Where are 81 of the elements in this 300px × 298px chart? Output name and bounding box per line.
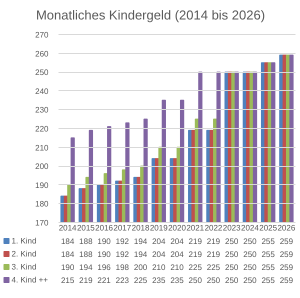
data-label: 225	[134, 276, 148, 285]
chart-title: Monatliches Kindergeld (2014 bis 2026)	[36, 8, 266, 22]
y-tick-label: 220	[35, 124, 50, 134]
legend-label: 1. Kind	[12, 236, 36, 246]
data-label: 192	[116, 250, 130, 259]
data-label: 250	[206, 276, 221, 285]
data-label: 250	[243, 276, 258, 285]
data-label: 190	[97, 250, 112, 259]
data-label: 198	[116, 263, 130, 272]
y-tick-label: 210	[35, 143, 50, 152]
data-label: 225	[188, 263, 202, 272]
y-tick-label: 240	[35, 86, 50, 96]
x-tick-label: 2023	[222, 224, 242, 232]
y-tick-label: 250	[35, 68, 50, 78]
x-tick-label: 2021	[186, 224, 205, 232]
data-label: 219	[79, 276, 94, 285]
x-tick-label: 2016	[95, 224, 114, 232]
x-tick-label: 2015	[76, 224, 96, 232]
data-label: 250	[225, 250, 239, 259]
y-tick-label: 270	[35, 30, 50, 40]
data-label: 250	[225, 276, 239, 285]
y-tick-label: 190	[35, 180, 50, 190]
data-label: 250	[243, 237, 258, 246]
data-label: 194	[134, 237, 148, 246]
y-tick-label: 180	[35, 200, 50, 209]
data-label: 250	[243, 250, 258, 259]
data-label: 235	[170, 276, 184, 285]
data-label: 188	[79, 250, 94, 259]
data-label: 235	[152, 276, 166, 285]
legend-label: 4. Kind ++	[12, 276, 48, 284]
data-label: 190	[60, 263, 75, 272]
x-tick-label: 2022	[204, 224, 223, 232]
data-label: 210	[152, 263, 166, 272]
data-label: 196	[97, 263, 112, 272]
data-label: 250	[188, 276, 202, 285]
x-tick-label: 2024	[241, 224, 260, 232]
data-label: 255	[261, 263, 276, 272]
data-label: 221	[97, 276, 112, 285]
x-tick-label: 2025	[259, 224, 278, 232]
data-label: 225	[206, 263, 221, 272]
data-label: 204	[170, 237, 184, 246]
data-label: 259	[280, 237, 294, 246]
data-label: 204	[170, 250, 184, 259]
data-label: 259	[280, 250, 294, 259]
y-tick-label: 230	[35, 106, 50, 115]
data-label: 188	[79, 237, 94, 246]
x-tick-label: 2014	[58, 224, 78, 232]
data-label: 210	[170, 263, 184, 272]
data-label: 259	[280, 276, 294, 285]
legend-label: 2. Kind	[12, 250, 36, 258]
x-tick-label: 2017	[113, 224, 132, 232]
data-label: 255	[261, 276, 276, 285]
data-label: 219	[206, 237, 221, 246]
data-label: 184	[60, 250, 75, 259]
data-label: 219	[188, 237, 202, 246]
data-label: 215	[60, 276, 75, 285]
data-label: 194	[134, 250, 148, 259]
data-label: 192	[116, 237, 130, 246]
data-label: 190	[97, 237, 112, 246]
y-tick-label: 170	[35, 218, 50, 228]
x-tick-label: 2026	[277, 224, 296, 232]
legend-label: 3. Kind	[12, 262, 36, 272]
y-tick-label: 200	[35, 162, 50, 172]
data-label: 194	[79, 263, 94, 272]
data-label: 250	[243, 263, 258, 272]
data-label: 255	[261, 237, 276, 246]
x-tick-label: 2019	[150, 224, 168, 232]
data-label: 255	[261, 250, 276, 259]
data-label: 204	[152, 250, 166, 259]
data-label: 219	[188, 250, 202, 259]
x-tick-label: 2020	[168, 224, 186, 232]
data-label: 223	[116, 276, 130, 285]
data-label: 250	[225, 237, 239, 246]
x-tick-label: 2018	[132, 224, 150, 232]
data-label: 204	[152, 237, 166, 246]
data-label: 259	[280, 263, 294, 272]
data-label: 219	[206, 250, 221, 259]
y-tick-label: 260	[35, 49, 50, 58]
data-label: 184	[60, 237, 75, 246]
data-label: 250	[225, 263, 239, 272]
data-label: 200	[134, 263, 148, 272]
